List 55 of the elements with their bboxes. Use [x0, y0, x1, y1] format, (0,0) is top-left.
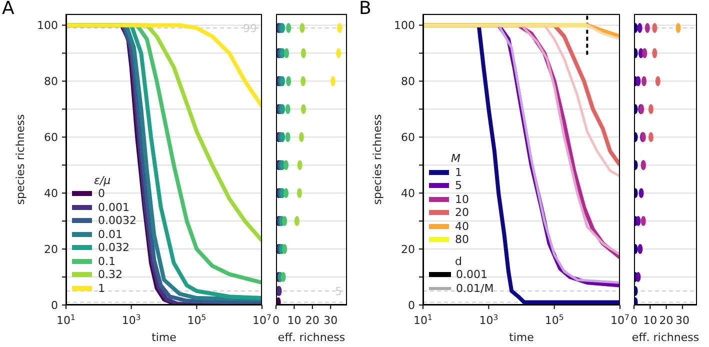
y-axis-title: species richness — [14, 114, 27, 205]
legend-label: 0 — [98, 187, 105, 200]
y-tick-label: 60 — [401, 131, 415, 144]
legend-label: 5 — [455, 179, 462, 192]
x-tick-label: 0 — [272, 314, 280, 327]
legend-label: 0.001 — [98, 200, 130, 214]
y-tick-label: 60 — [44, 131, 58, 144]
legend-label: 40 — [455, 220, 469, 233]
x-tick-label: 30 — [324, 314, 338, 327]
legend-label: 20 — [455, 206, 469, 220]
legend-label: 0.1 — [98, 254, 116, 268]
x-tick-label: 0 — [630, 314, 638, 327]
legend-label: 80 — [455, 233, 469, 246]
legend-label: 1 — [98, 282, 105, 295]
y-tick-label: 20 — [44, 243, 58, 256]
legend-label: 1 — [455, 166, 462, 179]
y-tick-label: 40 — [44, 187, 58, 200]
annotation: 0.001 — [456, 268, 488, 282]
y-tick-label: 80 — [44, 75, 58, 88]
y-tick-label: 0 — [51, 299, 58, 312]
x-tick-label: 10$^{5}$ — [544, 312, 564, 327]
x-tick-label: 10 — [287, 314, 302, 327]
x-tick-label: 10$^{7}$ — [610, 312, 630, 327]
x-axis-title: time — [509, 331, 534, 344]
x-tick-label: 10$^{5}$ — [187, 312, 206, 327]
y-tick-label: 100 — [394, 19, 415, 32]
legend-title: ε/μ — [93, 174, 112, 187]
x-axis-title: eff. richness — [278, 331, 346, 344]
legend-label: 0.01 — [98, 228, 122, 241]
x-axis-title: time — [152, 331, 177, 344]
x-tick-label: 10$^{3}$ — [122, 312, 141, 327]
y-tick-label: 0 — [408, 299, 415, 312]
x-tick-label: 20 — [659, 314, 674, 327]
chart-title: A — [2, 0, 14, 19]
y-tick-label: 80 — [401, 75, 415, 88]
x-tick-label: 30 — [675, 314, 690, 327]
y-tick-label: 100 — [37, 19, 58, 32]
annotation: 0.01/M — [456, 282, 494, 295]
legend-label: 0.032 — [98, 241, 130, 254]
legend-label: 0.0032 — [98, 214, 136, 228]
legend-label: 10 — [455, 192, 469, 206]
annotation: d — [454, 254, 463, 268]
legend-title: M — [450, 152, 462, 166]
x-axis-title: eff. richness — [632, 331, 700, 344]
y-axis-title: species richness — [370, 114, 384, 205]
x-tick-label: 10$^{7}$ — [252, 312, 272, 327]
x-tick-label: 10$^{3}$ — [479, 312, 498, 327]
x-tick-label: 10$^{1}$ — [56, 312, 76, 327]
chart-title: B — [359, 0, 372, 19]
y-tick-label: 40 — [401, 187, 415, 200]
x-tick-label: 10 — [643, 314, 658, 327]
legend-label: 0.32 — [98, 268, 122, 282]
x-tick-label: 20 — [305, 314, 320, 327]
y-tick-label: 20 — [401, 243, 415, 256]
x-tick-label: 10$^{1}$ — [414, 312, 433, 327]
